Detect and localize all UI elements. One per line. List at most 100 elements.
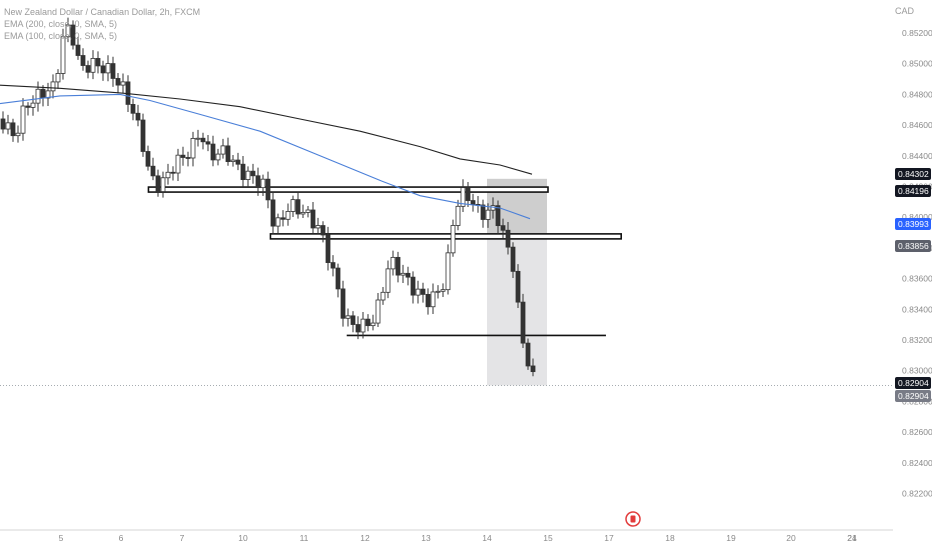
candle-body [345,315,351,319]
candle-body [275,217,281,227]
candle-body [55,73,61,83]
candle-body [180,154,186,158]
candle-body [480,204,486,220]
candle-body [300,212,306,215]
candle-body [145,151,151,167]
candle-body [250,170,256,177]
level-bar[interactable] [147,186,549,193]
candle-body [260,178,266,189]
candle-body [190,138,196,159]
level-bar[interactable] [269,233,623,240]
candle-body [285,211,291,220]
candle-body [495,205,501,227]
candle-body [150,165,156,177]
price-tag-label: 0.82904 [898,378,929,388]
price-tag [895,390,931,402]
price-tag [895,240,931,252]
candle-body [230,159,236,162]
candle-body [120,81,126,86]
candle-body [20,105,26,134]
candle-body [490,205,496,211]
candle-body [400,272,406,276]
support-resistance-levels [147,186,623,337]
candle-body [185,157,191,159]
ema100-line [0,93,531,220]
candle-body [330,262,336,269]
candle-body [390,256,396,270]
candle-body [30,102,36,108]
candle-body [35,88,41,104]
y-tick-label: 0.82600 [902,427,932,437]
price-tag-label: 0.82904 [898,391,929,401]
x-tick-label: 6 [119,533,124,543]
event-flag-glyph [630,515,636,523]
x-tick-label: 11 [300,533,309,543]
price-tag [895,218,931,230]
target-zone [487,239,547,386]
candle-body [460,187,466,207]
candle-body [520,301,526,344]
price-tag-label: 0.83993 [898,219,929,229]
ema-lines [0,84,533,220]
y-tick-label: 0.84400 [902,151,932,161]
candle-body [115,78,121,86]
x-tick-label: 18 [665,533,675,543]
candle-body [70,24,76,46]
candle-body [255,175,261,189]
x-tick-label: 24 [847,533,857,543]
candle-body [500,225,506,231]
x-tick-label: 20 [786,533,796,543]
legend-ema100: EMA (100, close, 0, SMA, 5) [4,31,118,41]
candle-body [360,318,366,333]
candle-body [510,246,516,272]
candle-body [310,209,316,229]
price-tag-label: 0.84302 [898,169,929,179]
candle-body [270,199,276,227]
candle-body [235,159,241,165]
candle-body [295,199,301,215]
candle-body [395,256,401,276]
y-tick-label: 0.83000 [902,366,932,376]
price-tag-label: 0.83856 [898,241,929,251]
chart-legend: New Zealand Dollar / Canadian Dollar, 2h… [4,6,200,42]
candle-body [470,200,476,205]
candle-body [350,315,356,325]
event-marker[interactable] [625,511,641,527]
candle-body [65,24,71,38]
candle-body [525,342,531,367]
candle-body [505,229,511,248]
y-tick-label: 0.85000 [902,59,932,69]
candle-body [485,209,491,220]
y-tick-label: 0.82200 [902,489,932,499]
candle-body [10,122,16,137]
candle-body [420,288,426,295]
candle-body [320,225,326,236]
candle-body [130,104,136,114]
price-tag [895,377,931,389]
candle-body [455,205,461,226]
candle-body [245,170,251,180]
x-tick-label: 21 [847,533,857,543]
candle-body [215,153,221,161]
candle-body [155,175,161,192]
candle-body [5,122,11,130]
candle-body [140,119,146,152]
candles [0,17,536,377]
candle-body [225,145,231,162]
candle-body [440,289,446,292]
price-axis: 0.852000.850000.848000.846000.844000.842… [902,28,932,499]
currency-label: CAD [894,6,914,16]
candle-body [75,44,81,56]
candle-body [405,272,411,278]
candle-body [280,217,286,220]
x-tick-label: 5 [59,533,64,543]
candle-body [45,90,51,99]
x-tick-label: 17 [604,533,614,543]
candle-body [210,143,216,161]
candle-body [365,318,371,327]
x-tick-label: 13 [421,533,431,543]
candle-body [435,290,441,293]
candle-body [290,199,296,212]
